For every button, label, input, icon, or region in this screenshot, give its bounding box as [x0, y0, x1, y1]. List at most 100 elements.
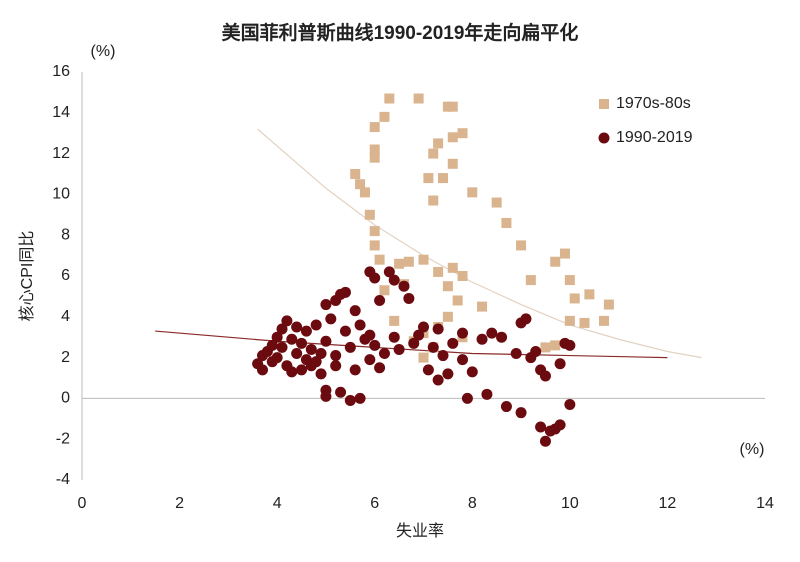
point — [457, 327, 469, 339]
point — [599, 315, 610, 326]
point — [491, 197, 502, 208]
point — [447, 101, 458, 112]
x-tick-label: 0 — [78, 495, 87, 512]
x-axis-label: 失业率 — [396, 522, 444, 540]
point — [394, 258, 405, 269]
point — [364, 329, 376, 341]
x-tick-label: 14 — [756, 495, 774, 512]
x-tick-label: 12 — [659, 495, 677, 512]
point — [457, 271, 468, 281]
point — [413, 329, 425, 341]
point — [339, 286, 351, 298]
x-tick-label: 6 — [370, 495, 379, 512]
legend-marker — [598, 132, 610, 144]
point — [579, 317, 590, 328]
point — [530, 345, 542, 357]
point — [320, 390, 332, 402]
point — [447, 158, 458, 169]
point — [564, 275, 575, 286]
point — [515, 407, 527, 419]
point — [510, 348, 522, 360]
point — [344, 341, 356, 353]
point — [433, 138, 444, 149]
point — [300, 325, 312, 337]
point — [476, 333, 488, 345]
point — [286, 366, 298, 378]
point — [427, 341, 439, 353]
point — [428, 195, 439, 206]
point — [374, 362, 386, 374]
point — [389, 315, 400, 326]
point — [339, 325, 351, 337]
point — [477, 301, 488, 312]
point — [516, 240, 527, 251]
point — [281, 315, 293, 327]
point — [393, 343, 405, 355]
point — [418, 254, 429, 265]
point — [369, 122, 380, 133]
point — [291, 348, 303, 360]
y-unit-label: (%) — [91, 43, 116, 60]
legend-label: 1990-2019 — [616, 129, 693, 146]
point — [310, 356, 322, 368]
point — [310, 319, 322, 331]
point — [315, 348, 327, 360]
point — [520, 313, 532, 325]
point — [447, 262, 458, 273]
point — [369, 240, 380, 251]
point — [369, 339, 381, 351]
point — [286, 333, 298, 345]
point — [535, 421, 547, 433]
point — [266, 339, 278, 351]
point — [554, 358, 566, 370]
legend-label: 1970s-80s — [616, 95, 691, 112]
point — [564, 399, 576, 411]
point — [433, 266, 444, 277]
point — [539, 370, 551, 382]
point — [413, 93, 424, 104]
point — [564, 339, 576, 351]
point — [481, 388, 493, 400]
point — [539, 435, 551, 447]
point — [325, 313, 337, 325]
point — [291, 321, 303, 333]
point — [369, 152, 380, 163]
point — [500, 401, 512, 413]
point — [359, 187, 370, 198]
point — [461, 392, 473, 404]
point — [374, 294, 386, 306]
point — [379, 111, 390, 122]
point — [452, 295, 463, 306]
point — [525, 275, 536, 286]
y-tick-label: 12 — [52, 145, 70, 162]
y-tick-label: 6 — [61, 267, 70, 284]
point — [320, 299, 332, 311]
point — [398, 280, 410, 292]
point — [559, 248, 570, 259]
point — [374, 254, 385, 265]
point — [550, 256, 561, 267]
x-tick-label: 10 — [561, 495, 579, 512]
legend-marker — [599, 99, 609, 109]
y-tick-label: 14 — [52, 104, 70, 121]
point — [384, 93, 395, 104]
point — [335, 386, 347, 398]
point — [496, 331, 508, 343]
point — [364, 209, 375, 220]
y-tick-label: 16 — [52, 63, 70, 80]
point — [388, 274, 400, 286]
point — [271, 352, 283, 364]
point — [457, 128, 468, 139]
point — [418, 352, 429, 363]
point — [355, 179, 366, 190]
point — [257, 364, 269, 376]
point — [442, 311, 453, 322]
point — [369, 272, 381, 284]
x-unit-label: (%) — [740, 441, 765, 458]
point — [315, 368, 327, 380]
point — [457, 354, 469, 366]
point — [320, 335, 332, 347]
y-tick-label: -4 — [56, 471, 70, 488]
